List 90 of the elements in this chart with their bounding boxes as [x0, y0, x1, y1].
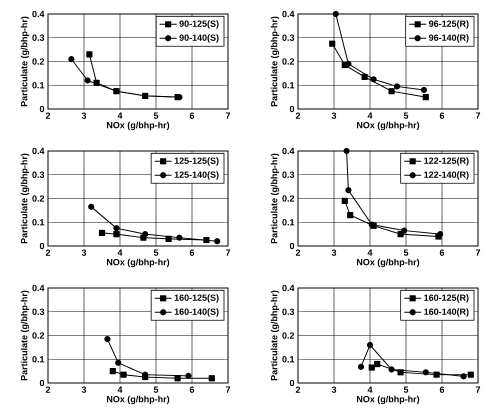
y-tick-label: 0.3: [282, 34, 294, 41]
x-tick-label: 6: [190, 112, 194, 119]
legend-label: 122-125(R): [424, 157, 469, 166]
x-tick-label: 3: [332, 386, 336, 393]
y-tick-label: 0.3: [282, 308, 294, 315]
y-axis-title: Particulate (g/bhp-hr): [20, 16, 30, 106]
y-axis-title: Particulate (g/bhp-hr): [270, 290, 280, 380]
x-tick-label: 3: [82, 386, 86, 393]
x-tick-label: 7: [476, 112, 480, 119]
y-axis-title: Particulate (g/bhp-hr): [20, 290, 30, 380]
x-tick-label: 7: [226, 386, 230, 393]
y-tick-label: 0: [40, 242, 44, 250]
x-tick-label: 4: [118, 386, 122, 393]
legend-label: 125-140(S): [174, 171, 219, 180]
legend-label: 125-125(S): [174, 157, 219, 166]
x-tick-label: 4: [368, 112, 372, 119]
y-tick-label: 0: [40, 106, 44, 112]
y-tick-label: 0.4: [282, 10, 294, 18]
y-tick-label: 0: [290, 242, 294, 250]
y-tick-label: 0.2: [282, 332, 294, 339]
y-tick-label: 0.2: [282, 195, 294, 202]
x-tick-label: 4: [368, 250, 372, 256]
legend-label: 96-140(R): [428, 34, 469, 43]
x-tick-label: 4: [118, 250, 122, 256]
y-tick-label: 0.1: [32, 356, 44, 362]
x-tick-label: 3: [332, 250, 336, 256]
x-tick-label: 2: [296, 112, 300, 119]
x-tick-label: 7: [476, 250, 480, 256]
y-tick-label: 0.1: [282, 356, 294, 362]
x-tick-label: 5: [404, 112, 408, 119]
x-tick-label: 4: [118, 112, 122, 119]
y-tick-label: 0.2: [282, 58, 294, 65]
x-tick-label: 7: [476, 386, 480, 393]
x-tick-label: 5: [154, 386, 158, 393]
y-tick-label: 0.3: [282, 172, 294, 178]
x-tick-label: 6: [190, 250, 194, 256]
y-tick-label: 0.1: [32, 82, 44, 88]
y-axis-title: Particulate (g/bhp-hr): [270, 154, 280, 244]
y-tick-label: 0.2: [32, 332, 44, 339]
y-tick-label: 0.3: [32, 308, 44, 315]
y-tick-label: 0.4: [282, 284, 294, 292]
y-axis-title: Particulate (g/bhp-hr): [20, 154, 30, 244]
x-axis-title: NOx (g/bhp-hr): [356, 258, 420, 268]
x-tick-label: 4: [368, 386, 372, 393]
x-tick-label: 6: [440, 386, 444, 393]
x-tick-label: 3: [82, 250, 86, 256]
x-tick-label: 2: [46, 250, 50, 256]
x-tick-label: 3: [332, 112, 336, 119]
x-axis-title: NOx (g/bhp-hr): [106, 396, 170, 404]
x-tick-label: 7: [226, 112, 230, 119]
y-axis-title: Particulate (g/bhp-hr): [270, 16, 280, 106]
y-tick-label: 0.3: [32, 34, 44, 41]
legend-label: 96-125(R): [428, 20, 469, 29]
x-tick-label: 5: [154, 250, 158, 256]
x-tick-label: 2: [296, 386, 300, 393]
y-tick-label: 0.3: [32, 172, 44, 178]
x-tick-label: 5: [404, 250, 408, 256]
x-tick-label: 5: [154, 112, 158, 119]
x-tick-label: 2: [46, 386, 50, 393]
y-tick-label: 0: [40, 380, 44, 386]
legend-label: 160-125(S): [174, 294, 219, 303]
y-tick-label: 0.4: [282, 148, 294, 154]
y-tick-label: 0.4: [32, 10, 44, 18]
legend-label: 122-140(R): [424, 171, 469, 180]
x-tick-label: 6: [440, 112, 444, 119]
x-axis-title: NOx (g/bhp-hr): [106, 122, 170, 130]
x-tick-label: 6: [190, 386, 194, 393]
x-tick-label: 7: [226, 250, 230, 256]
y-tick-label: 0.4: [32, 148, 44, 154]
legend-label: 160-140(S): [174, 308, 219, 317]
x-axis-title: NOx (g/bhp-hr): [356, 396, 420, 404]
x-tick-label: 6: [440, 250, 444, 256]
y-tick-label: 0: [290, 106, 294, 112]
legend-label: 160-140(R): [424, 308, 469, 317]
y-tick-label: 0.4: [32, 284, 44, 292]
legend-label: 90-125(S): [179, 20, 219, 29]
y-tick-label: 0.2: [32, 58, 44, 65]
x-axis-title: NOx (g/bhp-hr): [356, 122, 420, 130]
x-tick-label: 2: [296, 250, 300, 256]
x-tick-label: 5: [404, 386, 408, 393]
y-tick-label: 0.2: [32, 195, 44, 202]
x-tick-label: 3: [82, 112, 86, 119]
legend-label: 160-125(R): [424, 294, 469, 303]
legend-label: 90-140(S): [179, 34, 219, 43]
y-tick-label: 0.1: [282, 82, 294, 88]
y-tick-label: 0: [290, 380, 294, 386]
x-tick-label: 2: [46, 112, 50, 119]
y-tick-label: 0.1: [32, 219, 44, 226]
y-tick-label: 0.1: [282, 219, 294, 226]
x-axis-title: NOx (g/bhp-hr): [106, 258, 170, 268]
